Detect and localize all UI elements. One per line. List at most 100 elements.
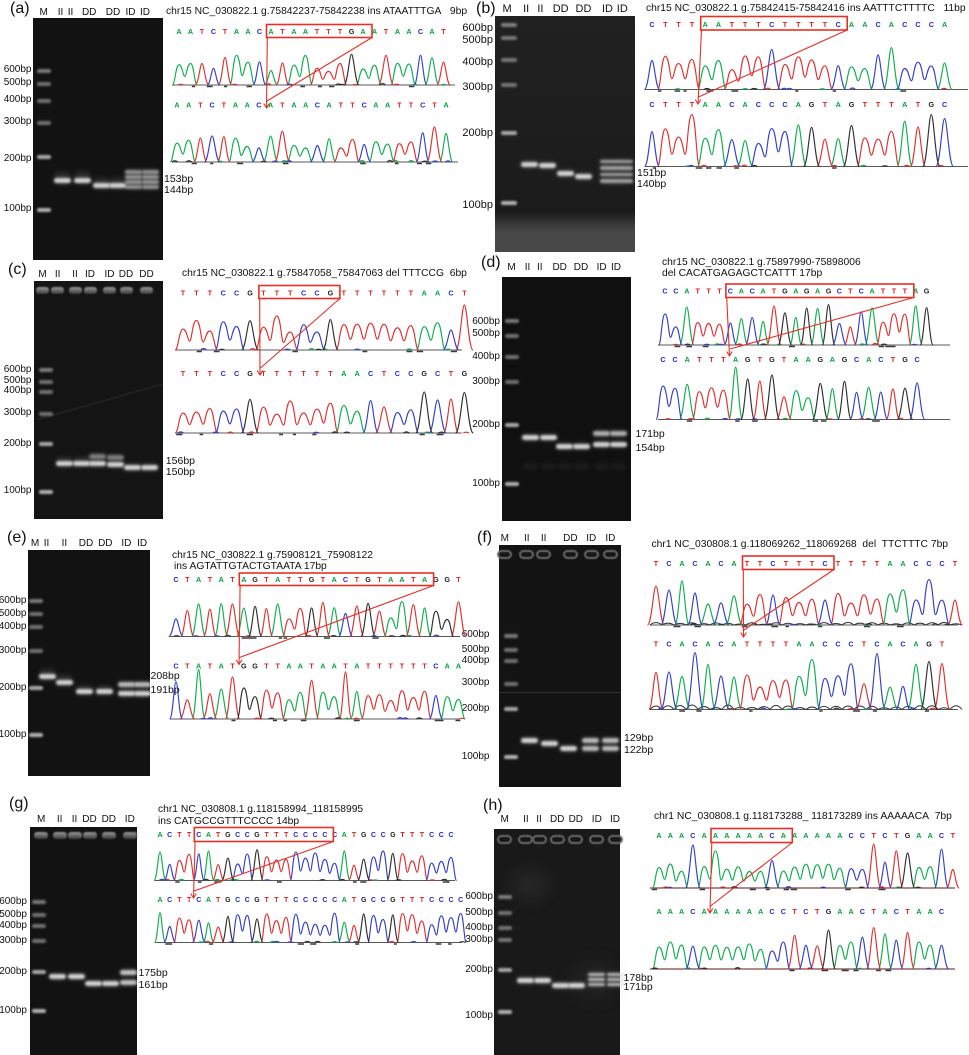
svg-text:T: T [261,369,266,378]
svg-text:G: G [745,355,751,364]
svg-text:T: T [338,27,343,36]
svg-text:A: A [703,100,708,109]
svg-text:T: T [355,575,360,584]
svg-text:A: A [303,27,308,36]
svg-text:T: T [863,100,868,109]
svg-text:G: G [241,662,247,671]
svg-text:A: A [456,662,461,671]
svg-text:G: G [809,100,815,109]
svg-text:T: T [836,559,841,568]
svg-text:A: A [373,101,378,110]
svg-text:A: A [341,369,346,378]
svg-text:A: A [422,289,427,298]
svg-text:A: A [435,289,440,298]
svg-text:A: A [742,100,747,109]
svg-text:A: A [679,640,684,649]
svg-text:T: T [275,289,280,298]
svg-text:A: A [422,575,427,584]
svg-text:C: C [303,832,308,839]
svg-text:C: C [882,831,887,840]
svg-text:T: T [432,101,437,110]
svg-text:C: C [293,897,298,904]
svg-text:A: A [326,101,331,110]
svg-text:T: T [275,369,280,378]
svg-text:T: T [456,575,461,584]
svg-text:T: T [384,27,389,36]
svg-text:C: C [448,832,453,839]
svg-text:T: T [758,559,763,568]
svg-text:T: T [815,907,820,916]
svg-text:A: A [942,20,947,29]
svg-text:T: T [690,20,695,29]
svg-text:T: T [366,662,371,671]
svg-text:A: A [826,831,831,840]
svg-text:G: G [390,897,396,904]
svg-text:C: C [769,907,774,916]
svg-text:C: C [769,20,774,29]
svg-text:A: A [758,907,763,916]
svg-text:T: T [951,831,956,840]
svg-text:T: T [198,101,203,110]
svg-text:T: T [745,559,750,568]
svg-text:C: C [875,20,880,29]
svg-text:T: T [876,100,881,109]
svg-text:A: A [792,831,797,840]
svg-text:A: A [830,355,835,364]
svg-text:C: C [173,575,178,584]
svg-text:A: A [354,662,359,671]
svg-text:T: T [796,20,801,29]
svg-text:C: C [429,832,434,839]
svg-text:C: C [313,897,318,904]
svg-text:T: T [208,289,213,298]
svg-text:T: T [274,832,279,839]
svg-text:G: G [462,369,468,378]
svg-text:C: C [313,832,318,839]
svg-text:C: C [860,831,865,840]
svg-text:C: C [729,100,734,109]
svg-text:A: A [882,907,887,916]
svg-text:A: A [429,27,434,36]
svg-text:A: A [713,831,718,840]
svg-text:T: T [181,289,186,298]
svg-text:G: G [849,100,855,109]
svg-text:T: T [848,287,853,296]
svg-text:T: T [892,287,897,296]
svg-text:T: T [265,832,270,839]
svg-text:G: G [842,355,848,364]
svg-text:C: C [750,287,755,296]
svg-text:G: G [826,287,832,296]
svg-text:T: T [216,832,221,839]
svg-text:T: T [223,27,228,36]
svg-text:C: C [234,369,239,378]
svg-text:T: T [377,662,382,671]
svg-text:A: A [234,27,239,36]
svg-text:G: G [365,575,371,584]
svg-text:T: T [654,559,659,568]
svg-text:A: A [395,27,400,36]
svg-text:A: A [916,831,921,840]
svg-text:T: T [288,289,293,298]
svg-text:T: T [783,20,788,29]
svg-text:T: T [315,369,320,378]
svg-text:T: T [355,289,360,298]
svg-text:A: A [342,832,347,839]
svg-text:T: T [706,287,711,296]
svg-text:C: C [894,907,899,916]
svg-text:T: T [809,20,814,29]
svg-text:A: A [837,907,842,916]
svg-text:A: A [656,907,661,916]
svg-text:C: C [900,640,905,649]
svg-text:A: A [268,27,273,36]
svg-text:G: G [361,832,367,839]
svg-text:C: C [257,27,262,36]
svg-text:T: T [222,101,227,110]
svg-text:C: C [690,831,695,840]
svg-text:A: A [705,559,710,568]
svg-text:T: T [709,355,714,364]
svg-text:C: C [332,832,337,839]
svg-text:C: C [235,832,240,839]
svg-text:C: C [420,101,425,110]
svg-text:T: T [309,662,314,671]
svg-text:A: A [196,662,201,671]
svg-text:C: C [196,832,201,839]
